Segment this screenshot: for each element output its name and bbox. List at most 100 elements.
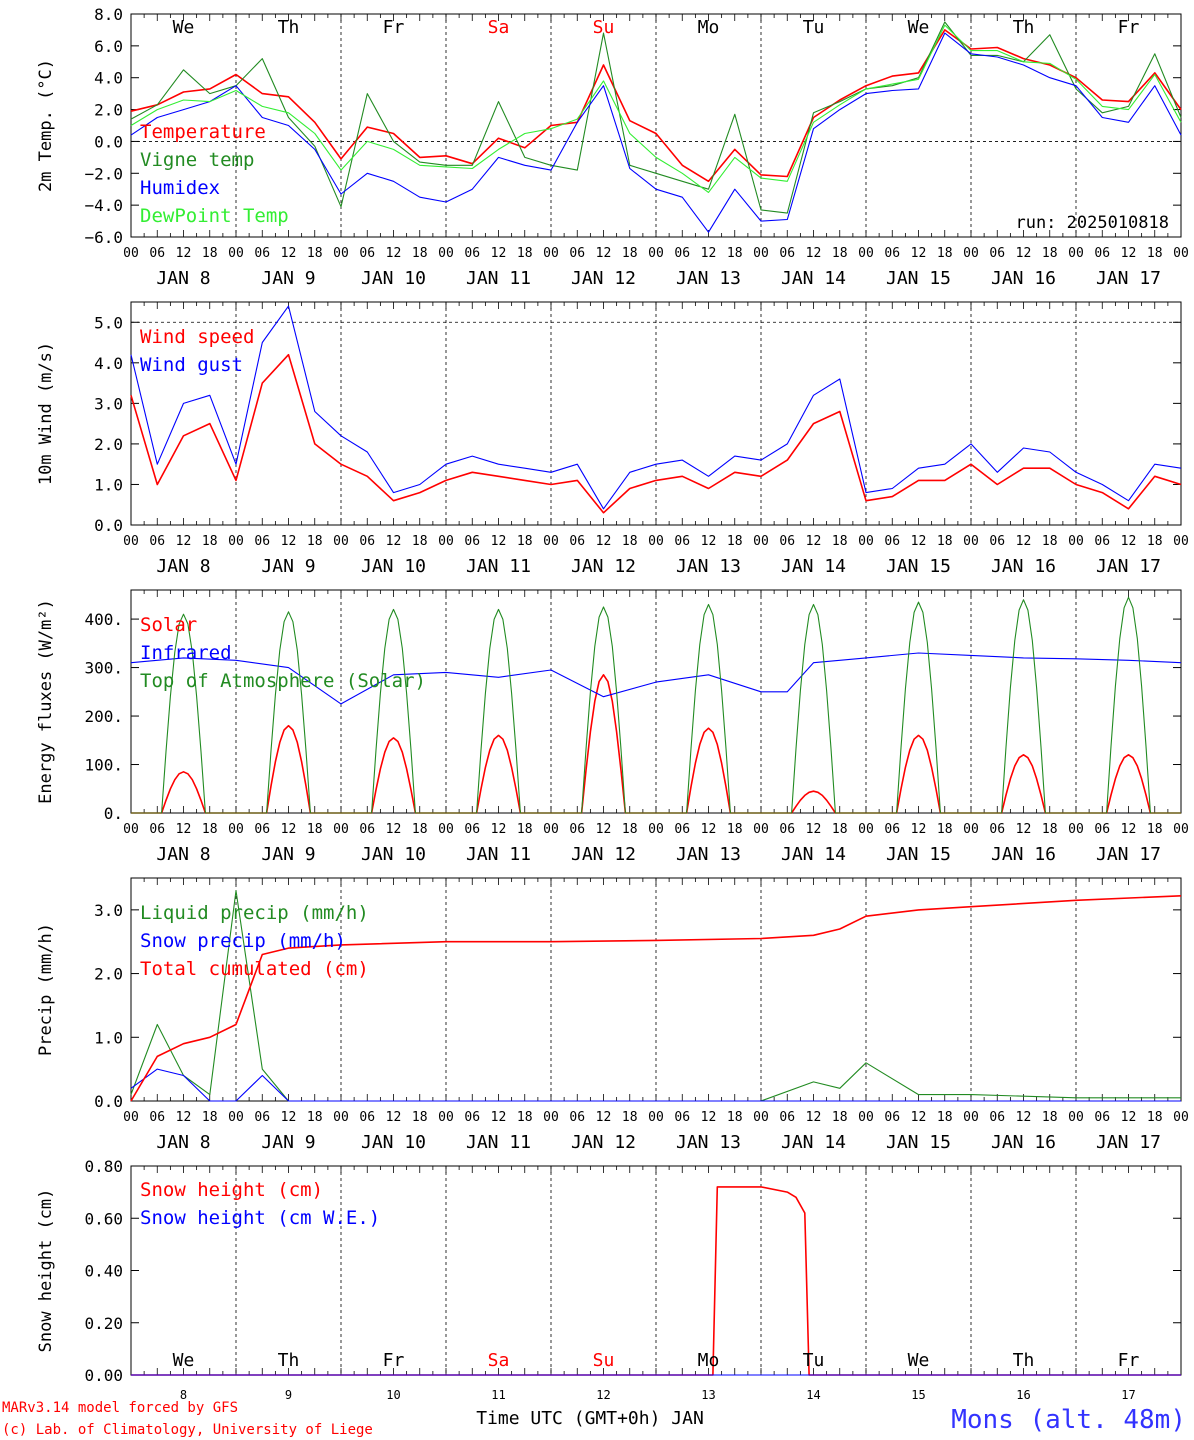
hour-label: 18 (412, 1110, 428, 1125)
hour-label: 06 (1094, 246, 1110, 261)
hour-label: 00 (543, 534, 559, 549)
legend-entry: Solar (140, 614, 197, 636)
hour-label: 12 (911, 246, 927, 261)
hour-label: 06 (779, 1110, 795, 1125)
y-axis-title: 2m Temp. (°C) (36, 59, 56, 192)
y-tick-label: 0.0 (94, 516, 123, 535)
hour-label: 00 (753, 1110, 769, 1125)
hour-label: 00 (543, 1110, 559, 1125)
hour-label: 00 (1173, 1110, 1189, 1125)
day-label: JAN 8 (156, 268, 210, 289)
hour-label: 12 (806, 1110, 822, 1125)
legend-entry: Wind gust (140, 354, 243, 376)
panel-5: 0.80 0.60 0.40 0.20 0.00 Snow height (cm) Snow… (36, 1157, 1182, 1402)
y-tick-label: 400. (84, 610, 123, 629)
hour-label: 12 (596, 1110, 612, 1125)
hour-label: 06 (149, 246, 165, 261)
hour-label: 12 (911, 534, 927, 549)
hour-label: 06 (569, 822, 585, 837)
panel-2: 5.0 4.0 3.0 2.0 1.0 0.0 10m Wind (m/s) Wind spe… (36, 301, 1189, 577)
weekday-label: Fr (383, 17, 405, 38)
panel-3: 400. 300. 200. 100. 0. Energy fluxes (W/m²) So… (36, 589, 1189, 865)
y-tick-label: 6.0 (94, 37, 123, 56)
hour-label: 12 (176, 534, 192, 549)
y-tick-label: 1.0 (94, 475, 123, 494)
hour-label: 12 (176, 1110, 192, 1125)
hour-label: 18 (937, 534, 953, 549)
hour-label: 06 (779, 822, 795, 837)
hour-label: 06 (989, 534, 1005, 549)
hour-label: 06 (779, 246, 795, 261)
series-line (130, 652, 1182, 705)
legend-entry: Snow height (cm W.E.) (140, 1207, 380, 1229)
series-line (130, 305, 1182, 510)
hour-label: 06 (464, 822, 480, 837)
weekday-label: Th (278, 1350, 300, 1371)
hour-label: 00 (228, 246, 244, 261)
hour-label: 18 (202, 822, 218, 837)
hour-label: 18 (517, 534, 533, 549)
legend-entry: Vigne temp (140, 149, 254, 171)
hour-label: 12 (176, 822, 192, 837)
hour-label: 12 (386, 1110, 402, 1125)
weekday-label: Tu (803, 17, 825, 38)
hour-label: 06 (1094, 822, 1110, 837)
hour-label: 18 (1147, 822, 1163, 837)
footer: MARv3.14 model forced by GFS (c) Lab. of… (2, 1400, 1186, 1438)
hour-label: 12 (386, 534, 402, 549)
hour-label: 18 (307, 1110, 323, 1125)
series-line (130, 21, 1182, 214)
day-label: JAN 9 (261, 268, 315, 289)
hour-label: 00 (753, 822, 769, 837)
series-line (130, 32, 1182, 233)
hour-label: 00 (1068, 246, 1084, 261)
hour-label: 18 (1147, 246, 1163, 261)
hour-label: 06 (1094, 1110, 1110, 1125)
hour-label: 18 (202, 534, 218, 549)
day-label: JAN 13 (676, 844, 741, 865)
y-tick-label: 0.00 (84, 1366, 123, 1385)
hour-label: 06 (989, 246, 1005, 261)
y-tick-label: 0.40 (84, 1262, 123, 1281)
hour-label: 06 (149, 822, 165, 837)
hour-label: 12 (701, 534, 717, 549)
legend-entry: Wind speed (140, 326, 254, 348)
hour-label: 18 (517, 822, 533, 837)
hour-label: 12 (596, 534, 612, 549)
hour-label: 00 (333, 1110, 349, 1125)
hour-label: 18 (1042, 534, 1058, 549)
hour-label: 06 (359, 246, 375, 261)
series-line (130, 1068, 1181, 1102)
hour-label: 00 (753, 534, 769, 549)
series-line (130, 29, 1182, 183)
hour-label: 00 (333, 534, 349, 549)
hour-label: 06 (254, 1110, 270, 1125)
weekday-label: Fr (383, 1350, 405, 1371)
day-label: JAN 15 (886, 844, 951, 865)
run-label: run: 2025010818 (1015, 213, 1169, 233)
hour-label: 12 (1016, 246, 1032, 261)
day-label: JAN 8 (156, 844, 210, 865)
day-number-label: 14 (806, 1388, 820, 1402)
hour-label: 12 (281, 1110, 297, 1125)
y-tick-label: 0.20 (84, 1314, 123, 1333)
hour-label: 00 (858, 1110, 874, 1125)
day-number-label: 9 (285, 1388, 292, 1402)
hour-label: 18 (937, 1110, 953, 1125)
day-label: JAN 10 (361, 1132, 426, 1153)
hour-label: 12 (911, 1110, 927, 1125)
day-label: JAN 9 (261, 844, 315, 865)
hour-label: 12 (1121, 822, 1137, 837)
hour-label: 12 (491, 1110, 507, 1125)
weekday-label: Th (278, 17, 300, 38)
day-label: JAN 11 (466, 268, 531, 289)
hour-label: 06 (254, 534, 270, 549)
hour-label: 06 (884, 534, 900, 549)
hour-label: 00 (543, 246, 559, 261)
weekday-label: Fr (1118, 17, 1140, 38)
hour-label: 18 (937, 822, 953, 837)
hour-label: 12 (1016, 1110, 1032, 1125)
day-label: JAN 13 (676, 1132, 741, 1153)
y-axis-title: Snow height (cm) (36, 1189, 56, 1353)
day-number-label: 10 (386, 1388, 400, 1402)
